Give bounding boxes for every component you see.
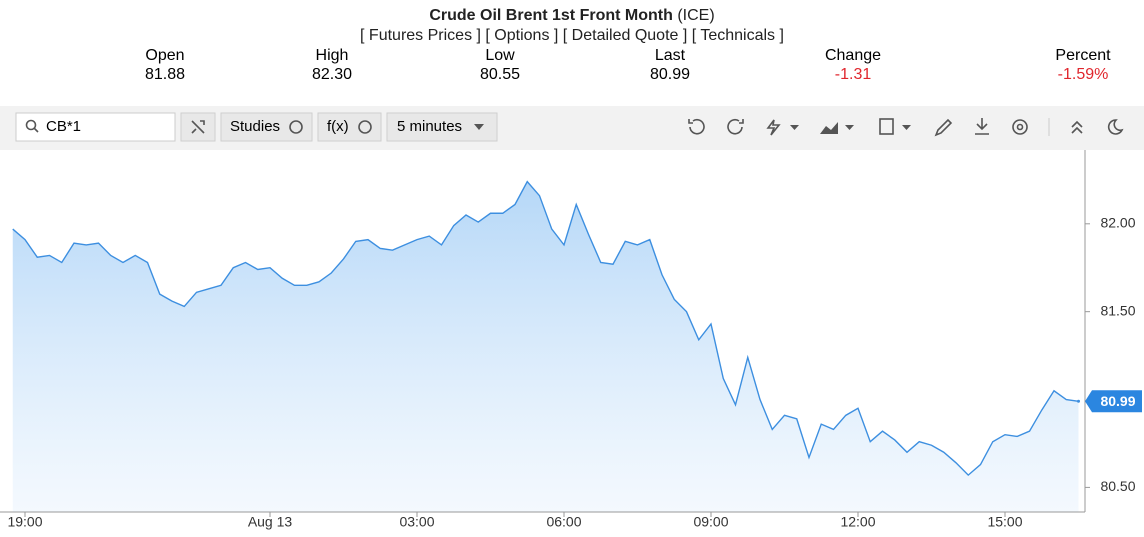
plus-icon — [289, 120, 303, 134]
y-tick-label: 80.50 — [1100, 478, 1135, 494]
settings[interactable] — [1012, 119, 1028, 135]
interval: 5 minutes — [397, 118, 462, 135]
symbol-input[interactable] — [15, 112, 176, 142]
x-tick-label: 03:00 — [399, 514, 434, 530]
theme[interactable] — [1107, 119, 1124, 135]
draw-tool[interactable] — [766, 119, 781, 136]
studies: Studies — [230, 118, 280, 135]
x-tick-label: 06:00 — [546, 514, 581, 530]
x-tick-label: 09:00 — [693, 514, 728, 530]
link[interactable]: [ Detailed Quote ] — [563, 27, 688, 44]
toolbar-icons — [688, 118, 1124, 137]
quote-value: -1.31 — [835, 66, 872, 83]
links: [ Futures Prices ] [ Options ] [ Detaile… — [360, 27, 784, 44]
quote-label: Low — [485, 47, 515, 64]
plus-icon — [358, 120, 372, 134]
last-price-label: 80.99 — [1100, 393, 1135, 409]
redo[interactable] — [727, 118, 744, 135]
quote-label: Percent — [1055, 47, 1111, 64]
fx: f(x) — [327, 118, 349, 135]
quote-label: Last — [655, 47, 686, 64]
x-tick-label: 19:00 — [7, 514, 42, 530]
last-point — [1077, 399, 1080, 403]
pencil[interactable] — [934, 118, 953, 137]
quote-value: 82.30 — [312, 66, 352, 83]
y-tick-label: 82.00 — [1100, 215, 1135, 231]
symbol: CB*1 — [46, 118, 81, 135]
dropdown-icon — [474, 124, 484, 130]
chart-type[interactable] — [820, 122, 838, 134]
layout[interactable] — [879, 118, 894, 135]
link[interactable]: [ Options ] — [485, 27, 558, 44]
studies-button[interactable] — [220, 112, 313, 142]
settings — [1016, 123, 1024, 131]
x-tick-label: 12:00 — [840, 514, 875, 530]
quote-label: Open — [145, 47, 184, 64]
download[interactable] — [975, 118, 989, 135]
collapse[interactable] — [1071, 120, 1083, 134]
compare-icon — [191, 120, 205, 134]
link[interactable]: [ Technicals ] — [692, 27, 784, 44]
last-price-tag — [1085, 390, 1142, 413]
line — [12, 180, 1079, 477]
dropdown-icon — [790, 125, 799, 130]
area — [12, 181, 1079, 512]
dropdown-icon — [902, 125, 911, 130]
title-text: Crude Oil Brent 1st Front Month — [429, 7, 673, 24]
title: Crude Oil Brent 1st Front Month (ICE) — [429, 7, 714, 24]
quote: Open 81.88 High 82.30 Low 80.55 Last 80.99 Chang… — [145, 47, 1111, 83]
quote-label: High — [316, 47, 349, 64]
quote-label: Change — [825, 47, 881, 64]
x-tick-label: Aug 13 — [248, 514, 293, 530]
undo[interactable] — [688, 118, 705, 135]
link[interactable]: [ Futures Prices ] — [360, 27, 481, 44]
quote-value: 80.55 — [480, 66, 520, 83]
exchange: (ICE) — [677, 7, 714, 24]
dropdown-icon — [845, 125, 854, 130]
search-icon — [33, 127, 39, 133]
x-tick-label: 15:00 — [987, 514, 1022, 530]
search-icon — [25, 119, 37, 131]
plot: 80.50 81.50 82.00 19:00 Aug 13 03:00 06:00 09:0… — [0, 150, 1142, 530]
quote-value: -1.59% — [1058, 66, 1109, 83]
quote-value: 81.88 — [145, 66, 185, 83]
y-tick-label: 81.50 — [1100, 302, 1135, 318]
quote-value: 80.99 — [650, 66, 690, 83]
